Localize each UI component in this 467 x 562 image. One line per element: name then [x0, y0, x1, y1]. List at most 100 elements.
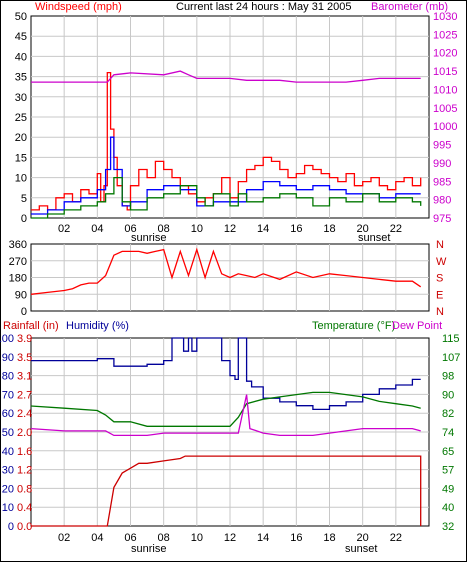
rain-series-0: [31, 455, 422, 527]
temperature-tick: 32: [442, 521, 454, 533]
temperature-tick: 90: [442, 389, 454, 401]
temperature-tick: 40: [442, 502, 454, 514]
wind-x-tick: 20: [357, 223, 369, 235]
wind-tick-left: 40: [15, 51, 27, 63]
humidity-tick: 90: [2, 352, 14, 364]
barometer-tick: 975: [433, 213, 451, 225]
rain-x-tick: 22: [390, 532, 402, 544]
barometer-tick: 1020: [433, 48, 457, 60]
temperature-tick: 115: [442, 333, 460, 345]
humidity-axis-label: Humidity (%): [66, 320, 129, 332]
barometer-axis-label: Barometer (mb): [371, 1, 448, 13]
wind-tick-left: 50: [15, 11, 27, 23]
wind-tick-left: 5: [21, 193, 27, 205]
barometer-tick: 985: [433, 176, 451, 188]
rain-tick: 0.4: [17, 502, 32, 514]
compass-tick: N: [436, 239, 444, 251]
humidity-tick: 70: [2, 389, 14, 401]
wind-x-tick: 10: [191, 223, 203, 235]
direction-tick-left: 180: [9, 273, 27, 285]
wind-x-tick: 12: [224, 223, 236, 235]
rain-tick: 2.0: [17, 427, 32, 439]
panel-rain-x-ticks: 02 04 06 08 10 12 14 16 18 20 22: [58, 532, 402, 544]
rain-tick: 3.1: [17, 371, 32, 383]
wind-x-tick: 04: [91, 223, 103, 235]
temperature-tick: 98: [442, 371, 454, 383]
wind-tick-left: 0: [21, 213, 27, 225]
rain-tick: 3.9: [17, 333, 32, 345]
sunset-label-1: sunset: [358, 232, 390, 244]
panel-temperature-ticks: 115 107 98 90 82 74 65 57 49 40 32: [442, 333, 460, 533]
temperature-tick: 74: [442, 427, 454, 439]
compass-tick: N: [436, 306, 444, 318]
temperature-axis-label: Temperature (°F): [312, 320, 395, 332]
wind-x-tick: 16: [290, 223, 302, 235]
barometer-tick: 1005: [433, 103, 457, 115]
panel-wind-series: [31, 70, 422, 219]
compass-tick: E: [436, 289, 443, 301]
sunset-label-2: sunset: [345, 543, 377, 555]
temperature-tick: 82: [442, 408, 454, 420]
humidity-tick: 80: [2, 371, 14, 383]
direction-tick-left: 270: [9, 256, 27, 268]
wind-x-tick: 02: [58, 223, 70, 235]
rain-x-tick: 12: [224, 532, 236, 544]
wind-tick-left: 35: [15, 72, 27, 84]
wind-tick-left: 10: [15, 173, 27, 185]
compass-tick: W: [436, 256, 447, 268]
wind-x-tick: 14: [257, 223, 269, 235]
wind-x-tick: 08: [158, 223, 170, 235]
panel-rain-ticks: 3.9 3.5 3.1 2.7 2.4 2.0 1.6 1.2 0.8 0.4 0.0: [17, 333, 32, 533]
barometer-tick: 990: [433, 158, 451, 170]
panel-rain-grid: [31, 338, 429, 526]
rainfall-axis-label: Rainfall (in): [3, 320, 59, 332]
direction-tick-left: 90: [15, 289, 27, 301]
wind-tick-left: 45: [15, 31, 27, 43]
rain-tick: 1.6: [17, 446, 32, 458]
rain-tick: 2.4: [17, 408, 32, 420]
wind-tick-left: 20: [15, 132, 27, 144]
compass-tick: S: [436, 273, 443, 285]
rain-tick: 0.0: [17, 521, 32, 533]
direction-tick-left: 360: [9, 239, 27, 251]
dewpoint-axis-label: Dew Point: [392, 320, 442, 332]
rain-x-tick: 08: [158, 532, 170, 544]
panel-wind-x-ticks: 02 04 06 08 10 12 14 16 18 20 22: [58, 223, 402, 235]
rain-tick: 2.7: [17, 389, 32, 401]
humidity-tick: 0: [8, 521, 14, 533]
chart-title: Current last 24 hours : May 31 2005: [176, 1, 351, 13]
rain-x-tick: 06: [124, 532, 136, 544]
wind-tick-left: 30: [15, 92, 27, 104]
rain-x-tick: 16: [290, 532, 302, 544]
barometer-tick: 1025: [433, 29, 457, 41]
wind-tick-left: 25: [15, 112, 27, 124]
direction-tick-left: 0: [21, 306, 27, 318]
barometer-tick: 1010: [433, 84, 457, 96]
rain-x-tick: 14: [257, 532, 269, 544]
rain-x-tick: 20: [357, 532, 369, 544]
rain-tick: 0.8: [17, 483, 32, 495]
wind-tick-left: 15: [15, 152, 27, 164]
rain-series-3: [30, 394, 421, 437]
temperature-tick: 65: [442, 446, 454, 458]
direction-series-0: [30, 247, 422, 295]
humidity-tick: 30: [2, 465, 14, 477]
panel-rain-series: [30, 337, 422, 527]
humidity-tick: 50: [2, 427, 14, 439]
rain-series-2: [30, 391, 421, 427]
barometer-tick: 995: [433, 140, 451, 152]
humidity-tick: 60: [2, 408, 14, 420]
wind-x-tick: 06: [124, 223, 136, 235]
rain-x-tick: 02: [58, 532, 70, 544]
humidity-tick: 100: [0, 333, 14, 345]
rain-series-1: [31, 337, 421, 411]
humidity-tick: 20: [2, 483, 14, 495]
wind-series-3: [31, 70, 421, 83]
rain-x-tick: 04: [91, 532, 103, 544]
temperature-tick: 49: [442, 483, 454, 495]
panel-direction-series: [30, 247, 422, 295]
sunrise-label-1: sunrise: [131, 232, 166, 244]
temperature-tick: 57: [442, 465, 454, 477]
